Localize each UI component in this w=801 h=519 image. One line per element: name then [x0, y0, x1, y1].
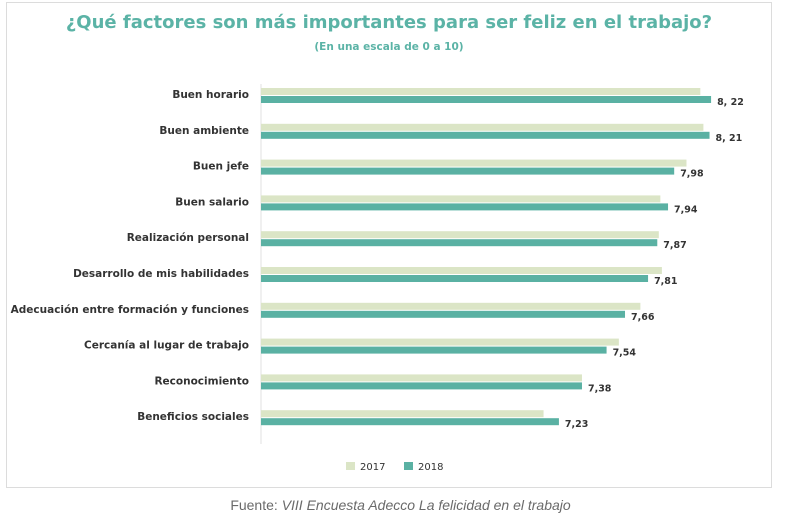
value-label: 7,54: [613, 348, 637, 359]
bar-2017: [261, 159, 687, 167]
bar-2018: [261, 167, 675, 175]
bar-2017: [261, 410, 544, 418]
bar-2018: [261, 96, 712, 103]
chart-subtitle: (En una escala de 0 a 10): [314, 41, 464, 53]
bar-2017: [261, 231, 659, 239]
category-label: Beneficios sociales: [137, 411, 249, 423]
value-label: 7,94: [674, 204, 698, 215]
legend-label: 2018: [418, 462, 443, 473]
source-caption: Fuente: VIII Encuesta Adecco La felicida…: [0, 497, 801, 513]
bar-2018: [261, 239, 658, 247]
bar-2017: [261, 338, 619, 346]
bar-2018: [261, 203, 669, 211]
category-label: Desarrollo de mis habilidades: [73, 268, 249, 280]
bar-2018: [261, 382, 582, 390]
caption-source: VIII Encuesta Adecco La felicidad en el …: [281, 497, 571, 513]
category-label: Adecuación entre formación y funciones: [11, 304, 249, 316]
bar-2017: [261, 88, 701, 95]
category-label: Buen salario: [175, 196, 249, 208]
value-label: 8, 21: [716, 133, 743, 144]
bar-2017: [261, 195, 661, 203]
bar-2018: [261, 310, 626, 318]
bar-2018: [261, 418, 559, 426]
category-label: Buen ambiente: [159, 125, 249, 137]
category-label: Realización personal: [127, 232, 249, 244]
bar-2017: [261, 267, 662, 274]
bar-2018: [261, 346, 607, 354]
legend-label: 2017: [360, 462, 385, 473]
value-label: 7,66: [631, 312, 655, 323]
legend-swatch-2017: [346, 462, 355, 470]
bar-2018: [261, 275, 649, 282]
bar-2018: [261, 131, 710, 139]
category-label: Reconocimiento: [154, 375, 249, 387]
category-label: Buen horario: [172, 89, 249, 101]
bar-2017: [261, 123, 704, 131]
value-label: 7,23: [565, 419, 588, 430]
value-label: 7,87: [663, 240, 686, 251]
chart-title: ¿Qué factores son más importantes para s…: [65, 12, 713, 33]
category-label: Buen jefe: [193, 161, 249, 173]
value-label: 7,81: [654, 276, 677, 287]
category-label: Cercanía al lugar de trabajo: [84, 340, 249, 352]
bar-2017: [261, 302, 641, 310]
legend-swatch-2018: [404, 462, 413, 470]
value-label: 7,38: [588, 383, 612, 394]
bar-2017: [261, 374, 582, 382]
caption-prefix: Fuente:: [230, 497, 282, 513]
value-label: 8, 22: [717, 97, 744, 108]
value-label: 7,98: [680, 169, 704, 180]
